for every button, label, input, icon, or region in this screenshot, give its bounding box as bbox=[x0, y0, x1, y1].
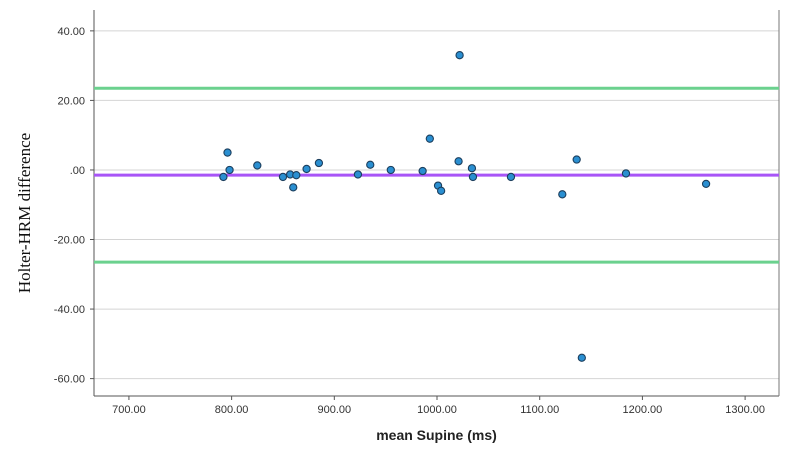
data-point bbox=[455, 51, 464, 60]
data-point bbox=[302, 164, 311, 174]
data-point bbox=[425, 134, 434, 143]
x-tick-label: 900.00 bbox=[317, 404, 351, 416]
x-tick-label: 1200.00 bbox=[623, 404, 663, 416]
data-point bbox=[225, 165, 234, 175]
y-tick-label: -20.00 bbox=[54, 235, 85, 247]
data-point bbox=[386, 165, 395, 175]
data-point bbox=[436, 186, 446, 195]
y-axis-title: Holter-HRM difference bbox=[15, 133, 34, 293]
y-tick-label: -60.00 bbox=[54, 374, 85, 386]
data-point bbox=[621, 169, 631, 178]
data-point bbox=[278, 172, 288, 182]
y-tick-label: 40.00 bbox=[57, 26, 85, 38]
data-point bbox=[418, 166, 427, 176]
data-point bbox=[366, 160, 375, 169]
data-point bbox=[506, 172, 516, 182]
x-axis-title: mean Supine (ms) bbox=[376, 427, 497, 443]
x-tick-label: 1100.00 bbox=[520, 404, 559, 416]
x-tick-label: 1300.00 bbox=[725, 404, 765, 416]
axes bbox=[90, 10, 780, 400]
x-tick-label: 1000.00 bbox=[417, 404, 457, 416]
data-point bbox=[468, 172, 478, 182]
data-point bbox=[223, 148, 232, 157]
data-point bbox=[253, 161, 262, 170]
data-point bbox=[314, 158, 324, 168]
data-point bbox=[577, 353, 586, 362]
data-point bbox=[353, 170, 363, 179]
reference-lines bbox=[94, 86, 779, 264]
data-point bbox=[558, 190, 567, 199]
tick-labels: 40.00 20.00 .00 -20.00 -40.00 -60.00 700.00 800… bbox=[54, 26, 765, 416]
y-tick-label: .00 bbox=[70, 165, 85, 177]
y-tick-label: -40.00 bbox=[54, 304, 85, 316]
y-tick-label: 20.00 bbox=[57, 95, 85, 107]
grid-lines bbox=[94, 30, 779, 380]
x-tick-label: 700.00 bbox=[112, 404, 146, 416]
data-point bbox=[289, 183, 298, 192]
data-point bbox=[454, 157, 463, 166]
x-tick-label: 800.00 bbox=[215, 404, 249, 416]
data-point bbox=[467, 164, 477, 173]
data-point bbox=[292, 171, 301, 180]
data-point bbox=[701, 179, 711, 189]
data-point bbox=[219, 172, 228, 182]
data-point bbox=[572, 155, 581, 164]
data-points bbox=[219, 51, 711, 362]
